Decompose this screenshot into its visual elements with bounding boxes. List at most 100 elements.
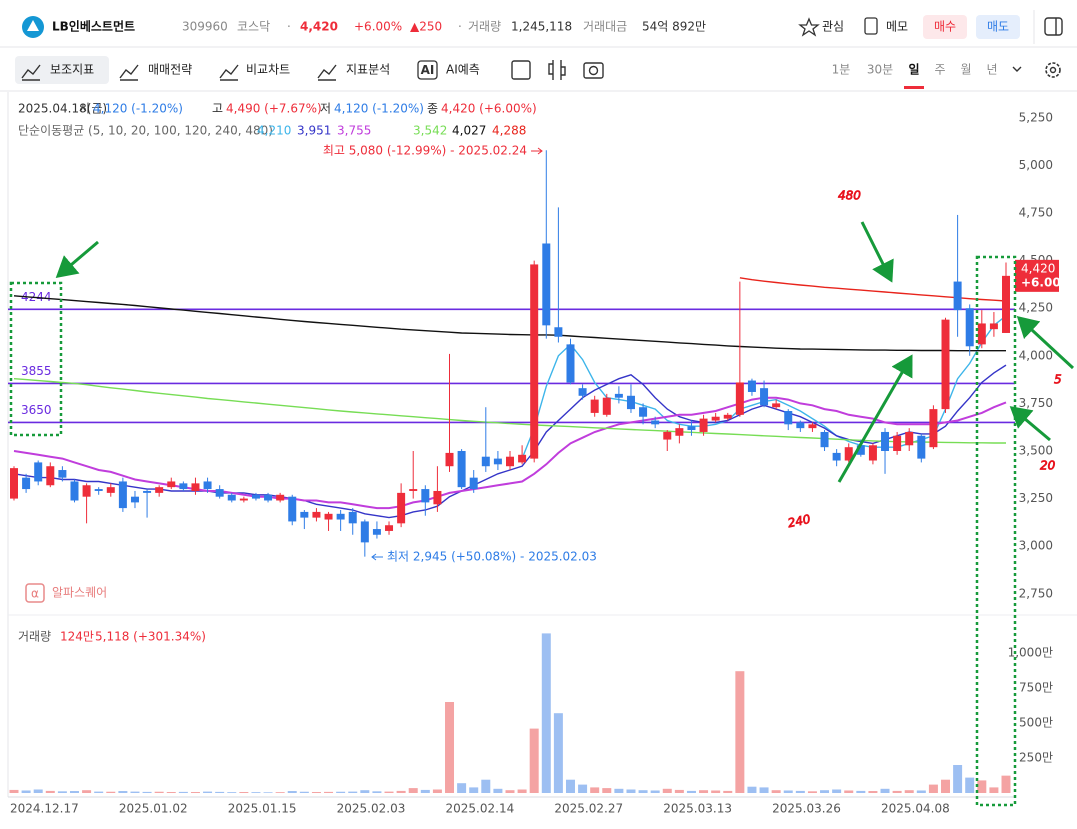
tool-button[interactable]: 매매전략 <box>148 63 192 77</box>
volume-tick-label: 500만 <box>1019 716 1053 730</box>
volume-bar <box>21 790 31 793</box>
buy-button-bg[interactable] <box>923 15 967 39</box>
candle-body <box>639 407 648 417</box>
volume-bar <box>977 780 987 793</box>
logo-mark <box>27 20 39 31</box>
candle-icon[interactable] <box>548 60 566 80</box>
y-tick-label: 4,000 <box>1019 348 1053 362</box>
candle-body <box>820 431 829 448</box>
candle-body <box>409 489 418 491</box>
amount-label: 거래대금 <box>583 20 627 34</box>
volume-bar <box>578 784 588 793</box>
volume-bar <box>904 790 914 793</box>
arrow <box>837 354 913 483</box>
memo-icon[interactable] <box>864 17 878 35</box>
candle-body <box>288 496 297 522</box>
candle-body <box>251 494 260 499</box>
tool-button[interactable]: 보조지표 <box>50 63 94 77</box>
period-button[interactable]: 월 <box>960 63 971 77</box>
candle-body <box>844 447 853 461</box>
volume-bar <box>626 789 636 793</box>
volume-label: 124만 <box>60 630 94 644</box>
candle-body <box>832 452 841 461</box>
candle-body <box>372 529 381 535</box>
candle-body <box>506 456 514 467</box>
tool-button[interactable]: AI예측 <box>446 63 480 77</box>
period-button[interactable]: 주 <box>934 63 945 77</box>
active-tool-bg <box>15 56 109 84</box>
level-label: 3855 <box>21 364 52 378</box>
volume-bar <box>868 791 878 793</box>
candle-body <box>941 319 950 410</box>
volume-bar <box>215 791 225 793</box>
tool-icon <box>21 64 41 81</box>
period-button[interactable]: 30분 <box>867 63 893 77</box>
volume-bar <box>408 788 418 793</box>
volume-bar <box>662 788 672 793</box>
period-button[interactable]: 1분 <box>832 63 851 77</box>
y-tick-label: 5,000 <box>1019 158 1053 172</box>
candle-body <box>530 264 539 459</box>
candle-body <box>687 426 696 431</box>
camera-icon[interactable] <box>583 62 604 79</box>
volume-bar <box>203 791 213 793</box>
candle-body <box>856 445 865 455</box>
period-button[interactable]: 년 <box>986 63 997 77</box>
candle-body <box>578 388 587 396</box>
watch-button[interactable]: 관심 <box>822 20 844 34</box>
price-badge-change: +6.00% <box>1021 275 1073 289</box>
candle-body <box>215 489 224 497</box>
volume-bar <box>384 791 394 793</box>
volume-bar <box>420 789 430 793</box>
x-tick-label: 2025.01.02 <box>119 802 188 816</box>
sell-button-bg[interactable] <box>976 15 1020 39</box>
candle-body <box>348 511 357 524</box>
tool-icon <box>119 64 139 81</box>
candle-body <box>360 521 369 543</box>
volume-bar <box>33 789 43 793</box>
change-pct: +6.00% <box>354 20 402 34</box>
tool-button[interactable]: 지표분석 <box>346 63 390 77</box>
settings-icon[interactable] <box>1045 62 1061 78</box>
volume-bar <box>118 791 128 793</box>
low-note: 최저 2,945 (+50.08%) - 2025.02.03 <box>387 550 597 564</box>
volume-bar <box>844 790 854 793</box>
sell-button[interactable]: 매도 <box>987 20 1009 34</box>
candle-body <box>445 452 454 467</box>
y-tick-label: 3,500 <box>1019 443 1053 457</box>
volume-bar <box>965 777 975 793</box>
tool-button[interactable]: 비교차트 <box>246 63 290 77</box>
ma-value: 3,542 <box>413 124 447 138</box>
camera-lens <box>588 65 599 76</box>
candle-body <box>397 492 406 524</box>
volume-bar <box>953 765 963 793</box>
volume-bar <box>445 702 455 793</box>
y-tick-label: 3,000 <box>1019 539 1053 553</box>
panel-icon[interactable] <box>1044 17 1063 36</box>
candle-body <box>239 498 248 501</box>
star-icon[interactable] <box>798 17 820 37</box>
volume-bar <box>747 786 757 793</box>
volume-bar <box>795 790 805 793</box>
volume-bar <box>130 791 140 793</box>
volume-tick-label: 1,000만 <box>1008 646 1053 660</box>
buy-button[interactable]: 매수 <box>934 20 956 34</box>
candle-body <box>905 431 914 446</box>
checkbox-icon[interactable] <box>511 60 531 80</box>
volume-tick-label: 250만 <box>1019 751 1053 765</box>
volume-bar <box>251 792 261 793</box>
volume-bar <box>928 784 938 793</box>
volume-bar <box>432 789 442 793</box>
volume-bar <box>699 790 709 793</box>
chevron[interactable] <box>1012 66 1022 72</box>
volume-bar <box>892 790 902 793</box>
period-button[interactable]: 일 <box>908 63 919 77</box>
candle-body <box>179 483 188 490</box>
memo-button[interactable]: 메모 <box>886 20 908 34</box>
price-badge <box>1015 259 1059 292</box>
info-key: 저 <box>320 102 331 116</box>
volume: 1,245,118 <box>511 20 572 34</box>
volume-bar <box>275 792 285 793</box>
candle-body <box>276 494 285 501</box>
volume-bar <box>880 788 890 793</box>
